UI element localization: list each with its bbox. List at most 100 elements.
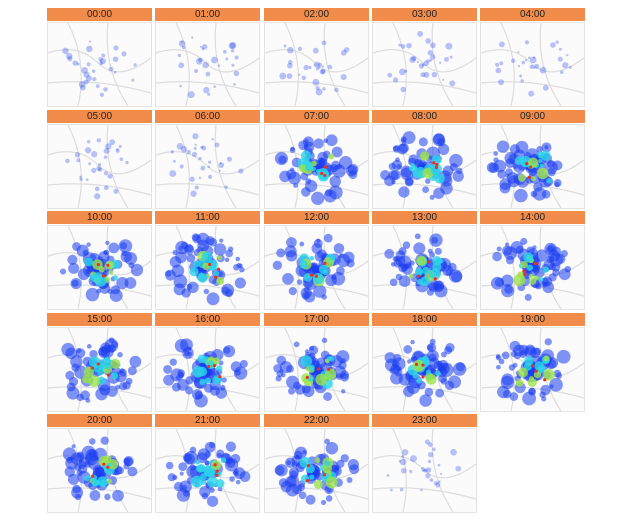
heat-spot [116,147,119,151]
road [265,23,368,106]
heat-spot [169,358,177,366]
heat-spot [233,467,246,480]
heat-spot [437,143,450,155]
heat-spot [317,62,323,67]
heat-spot [112,489,124,502]
heat-core [216,276,225,285]
hour-label: 05:00 [47,110,152,123]
heat-spot [434,247,442,255]
heat-core [220,457,227,464]
heat-spot [323,138,328,144]
heat-peak [106,263,110,267]
heat-core [539,163,544,168]
heat-peak [305,375,309,380]
heat-spot [288,387,296,395]
heat-spot [340,372,349,382]
heat-peak [306,463,311,468]
heat-spot [499,61,504,66]
heat-spot [230,49,235,53]
heat-core [408,273,414,279]
heat-peak [534,369,538,373]
road [156,125,259,208]
heat-spot [71,444,76,449]
heat-spot [59,268,67,275]
heat-spot [524,293,532,301]
heat-spot [67,254,78,265]
hour-label: 04:00 [480,8,585,21]
heat-spot [562,62,569,69]
heat-core [100,357,112,369]
heat-peak [323,173,327,178]
heat-spot [224,257,230,263]
heat-spot [195,58,203,65]
heat-map [372,124,477,209]
heat-spot [556,349,571,364]
heat-spot [532,56,536,59]
heat-spot [119,368,125,374]
heat-core [216,365,223,372]
hour-label: 12:00 [264,211,369,224]
heat-core [97,369,104,376]
heat-spot [311,191,325,205]
panel: 17:00 [264,313,369,412]
heat-spot [427,343,437,353]
heat-core [324,460,331,467]
heat-spot [452,170,464,182]
heat-spot [384,248,395,259]
heat-spot [425,467,432,473]
heat-spot [313,284,327,298]
heat-map [264,22,369,107]
heat-spot [503,246,518,260]
heat-core [304,165,311,171]
heat-spot [119,382,128,391]
heat-map [264,428,369,513]
heat-spot [334,87,339,93]
road [156,23,259,106]
heat-spot [112,56,119,63]
heat-spot [389,278,398,287]
heat-spot [323,233,333,243]
heat-spot [186,253,196,263]
heat-spot [424,387,434,397]
heat-spot [225,57,229,61]
heat-core [324,368,337,381]
heat-spot [275,375,282,382]
heat-peak [218,374,222,379]
heat-core [513,274,526,287]
heat-spot [432,133,446,147]
panel: 04:00 [480,8,585,107]
heat-spot [430,54,436,60]
heat-core [416,255,427,266]
heat-spot [229,476,235,482]
heat-spot [233,83,236,86]
road [373,23,476,106]
heat-spot [287,46,294,54]
heat-spot [72,484,81,494]
heat-spot [427,459,432,464]
heat-core [414,267,424,277]
heat-peak [543,378,547,382]
heat-spot [206,292,220,306]
heat-peak [414,362,419,366]
heat-spot [510,58,516,64]
heat-core [435,370,441,376]
heat-spot [65,158,70,164]
hour-label: 13:00 [372,211,477,224]
hour-label: 07:00 [264,110,369,123]
heat-map [47,225,152,310]
heat-spot [181,45,186,50]
heat-spot [380,170,391,180]
heat-spot [180,241,188,249]
heat-core [543,355,550,362]
heat-spot [222,49,227,54]
heat-peak [96,262,101,267]
heat-spot [440,261,448,269]
heat-peak [417,274,421,278]
panel: 05:00 [47,110,152,209]
heat-core [546,178,552,184]
heat-spot [449,80,456,87]
heat-spot [525,59,528,62]
heat-core [410,162,415,168]
heat-spot [424,439,430,445]
heat-peak [216,267,221,271]
